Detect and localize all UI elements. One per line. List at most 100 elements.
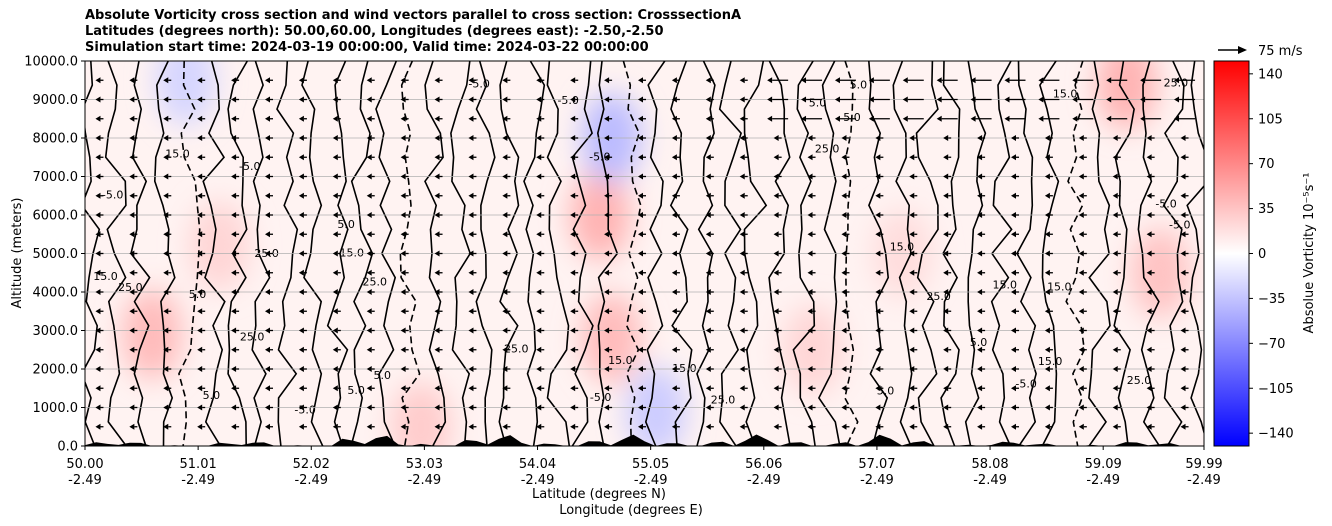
wind-vector-head xyxy=(400,366,406,372)
wind-vector-head xyxy=(705,269,711,276)
wind-vector-head xyxy=(638,308,643,315)
wind-vector-head xyxy=(434,173,440,180)
wind-vector-head xyxy=(197,423,203,430)
wind-vector-head xyxy=(265,308,270,315)
wind-vector-head xyxy=(434,269,440,276)
wind-vector-head xyxy=(909,212,915,218)
wind-vector-head xyxy=(570,115,576,122)
contour-label-34: 25.0 xyxy=(815,143,840,156)
x-tick-label-lat-5: 55.05 xyxy=(632,457,669,472)
wind-vector-head xyxy=(197,192,203,199)
wind-vector-head xyxy=(875,366,881,372)
wind-vector-head xyxy=(129,135,135,141)
contour-label-3: -5.0 xyxy=(239,160,260,173)
wind-vector-head xyxy=(705,115,711,122)
wind-vector-head xyxy=(1146,231,1152,238)
wind-vector-head xyxy=(400,212,406,218)
wind-vector-head xyxy=(570,366,576,372)
wind-vector-head xyxy=(604,385,610,392)
wind-vector-head xyxy=(1112,404,1118,411)
wind-vector-head xyxy=(502,115,508,122)
wind-vector-head xyxy=(197,231,203,238)
y-tick-label-5: 5000.0 xyxy=(33,247,79,262)
wind-vector-head xyxy=(231,135,237,141)
wind-vector-head xyxy=(95,385,101,392)
wind-vector-head xyxy=(739,192,745,199)
wind-vector-head xyxy=(163,77,169,84)
wind-vector-head xyxy=(1180,423,1186,430)
wind-vector-head xyxy=(943,135,949,141)
wind-vector-head xyxy=(163,423,169,430)
colorbar-tick-label-4: 0 xyxy=(1258,247,1266,262)
wind-vector-head xyxy=(468,289,474,295)
x-tick-label-lon-9: -2.49 xyxy=(1086,473,1120,488)
wind-vector-head xyxy=(434,231,440,238)
wind-vector-head xyxy=(943,250,949,257)
wind-vector-head xyxy=(943,308,949,315)
wind-vector-head xyxy=(332,308,338,315)
wind-vector-head xyxy=(739,96,745,103)
wind-vector-head xyxy=(570,423,576,430)
wind-vector-head xyxy=(468,173,474,180)
wind-vector-head xyxy=(536,212,542,218)
wind-vector-head xyxy=(705,173,711,180)
wind-vector-head xyxy=(1146,269,1152,276)
wind-vector-head xyxy=(671,154,677,161)
wind-vector-head xyxy=(638,366,643,372)
wind-vector-head xyxy=(638,192,643,199)
wind-vector-head xyxy=(502,327,508,334)
wind-vector-head xyxy=(807,192,813,199)
wind-vector-head xyxy=(197,173,203,180)
wind-vector-head xyxy=(197,346,203,353)
wind-vector-head xyxy=(366,154,372,161)
wind-vector-head xyxy=(902,96,908,103)
wind-vector-head xyxy=(638,212,643,218)
colorbar-tick-label-5: −35 xyxy=(1258,292,1285,307)
wind-vector-head xyxy=(1078,404,1084,411)
wind-vector-head xyxy=(400,96,406,103)
wind-vector-head xyxy=(570,269,576,276)
x-tick-label-lon-5: -2.49 xyxy=(634,473,668,488)
wind-vector-head xyxy=(909,346,915,353)
y-axis: 0.0 1000.0 2000.0 3000.0 4000.0 5000.0 6000.0 7… xyxy=(24,55,85,455)
wind-vector-head xyxy=(129,289,135,295)
wind-vector-head xyxy=(671,269,677,276)
quiver-key: 75 m/s xyxy=(1218,44,1303,59)
wind-vector-head xyxy=(298,250,304,257)
wind-vector-head xyxy=(231,115,237,122)
wind-vector-head xyxy=(671,250,677,257)
wind-vector-head xyxy=(1180,366,1186,372)
wind-vector-head xyxy=(231,423,237,430)
wind-vector-head xyxy=(502,192,508,199)
wind-vector-head xyxy=(841,269,847,276)
wind-vector-head xyxy=(1044,308,1050,315)
wind-vector-head xyxy=(468,212,474,218)
wind-vector-head xyxy=(1044,327,1050,334)
wind-vector-head xyxy=(773,289,779,295)
wind-vector-head xyxy=(298,404,304,411)
wind-vector-head xyxy=(298,154,304,161)
wind-vector-head xyxy=(671,77,677,84)
wind-vector-head xyxy=(773,231,779,238)
wind-vector-head xyxy=(197,308,203,315)
wind-vector-head xyxy=(1106,115,1112,122)
wind-vector-head xyxy=(1180,385,1186,392)
wind-vector-head xyxy=(536,135,542,141)
wind-vector-head xyxy=(739,173,745,180)
wind-vector-head xyxy=(943,423,949,430)
wind-vector-head xyxy=(332,154,338,161)
wind-vector-head xyxy=(705,385,711,392)
wind-vector-head xyxy=(95,77,101,84)
wind-vector-head xyxy=(366,250,372,257)
colorbar-label: Absolue Vorticity 10⁻⁵s⁻¹ xyxy=(1302,173,1317,334)
colorbar-tick-label-8: −140 xyxy=(1258,427,1294,442)
x-tick-label-lon-3: -2.49 xyxy=(408,473,442,488)
wind-vector-head xyxy=(1174,77,1180,84)
wind-vector-head xyxy=(671,327,677,334)
wind-vector-head xyxy=(1140,115,1146,122)
wind-vector-head xyxy=(977,135,983,141)
contour-label-37: 15.0 xyxy=(672,362,697,375)
wind-vector-head xyxy=(671,96,677,103)
wind-vector-head xyxy=(705,192,711,199)
wind-vector-head xyxy=(332,327,338,334)
